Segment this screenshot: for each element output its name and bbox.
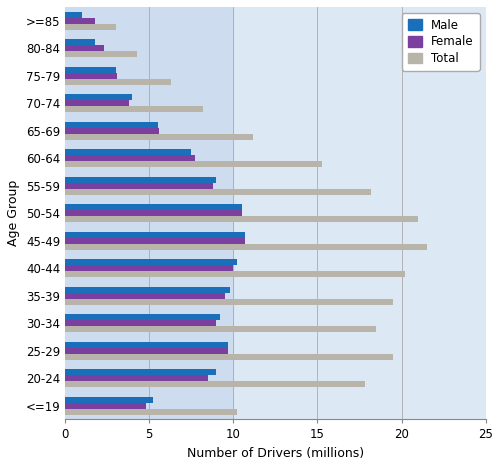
Bar: [65, 314, 220, 320]
Bar: [65, 12, 82, 18]
Bar: [65, 94, 132, 100]
Bar: [65, 127, 160, 134]
Bar: [65, 244, 426, 250]
Bar: [65, 293, 225, 299]
Y-axis label: Age Group: Age Group: [7, 180, 20, 246]
Bar: [65, 18, 96, 24]
Bar: [65, 381, 364, 387]
Bar: [65, 24, 116, 30]
Bar: [65, 299, 393, 305]
Bar: [65, 342, 228, 348]
Bar: [65, 354, 393, 360]
Bar: [65, 375, 208, 381]
Bar: [65, 100, 129, 106]
Bar: [65, 134, 254, 140]
Bar: [65, 409, 236, 415]
Bar: [65, 39, 96, 45]
Bar: [65, 210, 242, 216]
Bar: [65, 161, 322, 167]
Bar: [65, 403, 146, 409]
X-axis label: Number of Drivers (millions): Number of Drivers (millions): [187, 447, 364, 460]
Bar: [65, 348, 228, 354]
Bar: [65, 7, 234, 419]
Bar: [65, 177, 216, 183]
Bar: [65, 271, 405, 277]
Bar: [65, 183, 213, 189]
Bar: [65, 189, 371, 195]
Bar: [65, 369, 216, 375]
Bar: [65, 155, 194, 161]
Bar: [65, 238, 245, 244]
Bar: [65, 149, 192, 155]
Legend: Male, Female, Total: Male, Female, Total: [402, 13, 479, 71]
Bar: [65, 326, 376, 333]
Bar: [65, 396, 152, 403]
Bar: [65, 216, 418, 222]
Bar: [65, 45, 104, 51]
Bar: [65, 204, 242, 210]
Bar: [65, 79, 171, 85]
Bar: [65, 73, 118, 79]
Bar: [65, 259, 236, 265]
Bar: [65, 287, 230, 293]
Bar: [65, 121, 158, 127]
Bar: [65, 265, 234, 271]
Bar: [65, 67, 116, 73]
Bar: [65, 232, 245, 238]
Bar: [65, 51, 138, 57]
Bar: [65, 106, 203, 112]
Bar: [65, 320, 216, 326]
